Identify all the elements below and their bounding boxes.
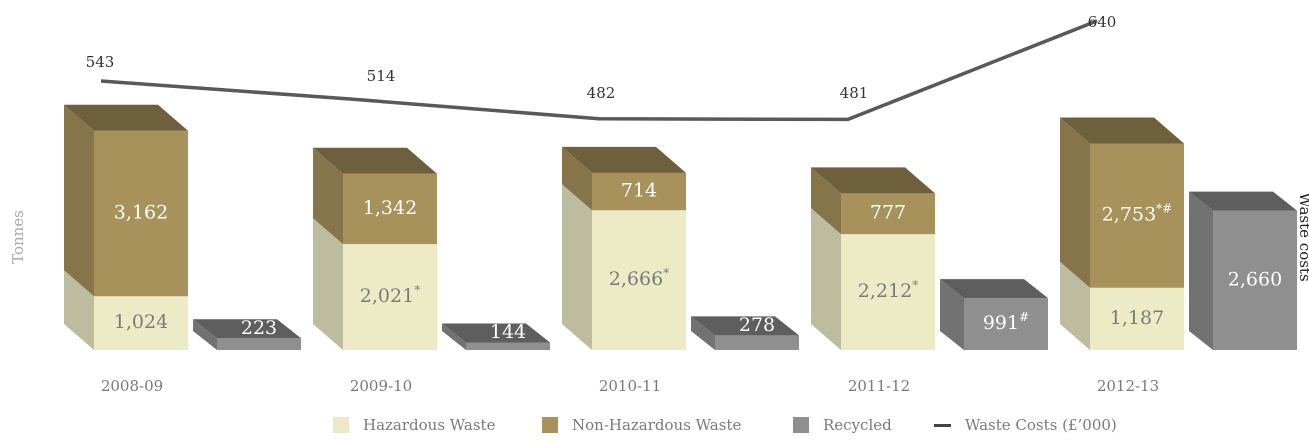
waste-cost-label: 543 (86, 53, 115, 71)
recycled-bar-front (217, 338, 301, 350)
non-hazardous-value-label: 2,753*# (1102, 201, 1172, 226)
recycled-bar-top (193, 319, 301, 339)
bar-group: 1,024 3,162 223 (64, 104, 301, 350)
waste-cost-line (100, 19, 1098, 122)
hazardous-bar-side (811, 208, 841, 350)
non-hazardous-bar-top (562, 146, 686, 173)
non-hazardous-value-label: 777 (870, 202, 906, 224)
hazardous-bar-front (94, 296, 188, 350)
recycled-bar-front (466, 342, 550, 350)
legend-label: Hazardous Waste (363, 416, 496, 434)
legend-label: Recycled (823, 416, 892, 434)
recycled-bar-front (715, 335, 799, 350)
hazardous-value-label: 1,187 (1110, 307, 1164, 329)
category-label: 2009-10 (350, 377, 412, 395)
hazardous-bar-side (313, 218, 343, 350)
bar-group: 2,021* 1,342 144 (313, 147, 550, 350)
legend-item-hazardous: Hazardous Waste (333, 416, 495, 434)
hazardous-bar-front (343, 244, 437, 350)
non-hazardous-swatch (542, 417, 558, 433)
recycled-value-label: 2,660 (1228, 268, 1282, 290)
hazardous-value-label: 1,024 (114, 311, 168, 333)
recycled-value-label: 223 (241, 317, 277, 339)
non-hazardous-bar-top (313, 147, 437, 174)
bar-group: 2,666* 714 278 (562, 146, 799, 350)
non-hazardous-bar-front (592, 172, 686, 211)
non-hazardous-bar-side (562, 146, 592, 211)
non-hazardous-bar-top (64, 104, 188, 131)
cost-line-layer: 543 514 482 481 640 (86, 13, 1117, 122)
non-hazardous-value-label: 1,342 (363, 197, 417, 219)
hazardous-bar-front (592, 210, 686, 350)
recycled-swatch (793, 417, 809, 433)
waste-cost-label: 514 (367, 67, 396, 85)
non-hazardous-bar-front (94, 130, 188, 297)
hazardous-swatch (333, 417, 349, 433)
legend-label: Non-Hazardous Waste (572, 416, 742, 434)
non-hazardous-value-label: 3,162 (114, 201, 168, 223)
legend-item-non-hazardous: Non-Hazardous Waste (542, 416, 741, 434)
hazardous-bar-side (1060, 261, 1090, 350)
category-label: 2010-11 (599, 377, 661, 395)
recycled-bar-front (964, 298, 1048, 350)
hazardous-bar-side (562, 184, 592, 350)
non-hazardous-bar-top (811, 167, 935, 194)
recycled-bar-side (940, 279, 964, 350)
non-hazardous-bar-side (811, 167, 841, 235)
non-hazardous-bar-front (343, 173, 437, 245)
hazardous-bar-front (1090, 287, 1184, 350)
recycled-bar-side (691, 316, 715, 350)
recycled-bar-top (691, 316, 799, 336)
recycled-bar-top (442, 323, 550, 343)
recycled-value-label: 991# (983, 310, 1029, 335)
hazardous-value-label: 2,666* (609, 266, 669, 291)
waste-cost-label: 481 (840, 84, 869, 102)
recycled-bar-side (1189, 191, 1213, 350)
hazardous-value-label: 2,212* (858, 278, 918, 303)
recycled-bar-side (442, 323, 466, 350)
hazardous-bar-side (64, 270, 94, 350)
waste-costs-swatch (934, 423, 951, 427)
category-label: 2011-12 (848, 377, 910, 395)
y-axis-label: Tonnes (9, 210, 27, 264)
recycled-value-label: 144 (490, 321, 526, 343)
waste-cost-label: 482 (587, 84, 616, 102)
non-hazardous-bar-side (1060, 117, 1090, 288)
hazardous-bar-front (841, 234, 935, 350)
recycled-bar-front (1213, 210, 1297, 350)
recycled-value-label: 278 (739, 314, 775, 336)
waste-cost-label: 640 (1088, 13, 1117, 31)
non-hazardous-value-label: 714 (621, 180, 657, 202)
secondary-axis-label: Waste costs (1296, 192, 1309, 281)
bar-group: 2,212* 777 991# (811, 167, 1048, 350)
category-labels: 2008-09 2009-10 2010-11 2011-12 2012-13 (101, 377, 1159, 395)
hazardous-value-label: 2,021* (360, 283, 420, 308)
recycled-bar-top (940, 279, 1048, 299)
non-hazardous-bar-front (841, 193, 935, 235)
category-label: 2012-13 (1097, 377, 1159, 395)
legend-label: Waste Costs (£’000) (965, 416, 1117, 434)
bar-group: 1,187 2,753*# 2,660 (1060, 117, 1297, 350)
legend: Hazardous Waste Non-Hazardous Waste Recy… (0, 416, 1309, 441)
non-hazardous-bar-front (1090, 143, 1184, 288)
non-hazardous-bar-side (313, 147, 343, 245)
bar-layer: 1,0243,1622232,021*1,3421442,666*7142782… (64, 104, 1297, 350)
non-hazardous-bar-side (64, 104, 94, 297)
non-hazardous-bar-top (1060, 117, 1184, 144)
category-label: 2008-09 (101, 377, 163, 395)
recycled-bar-side (193, 319, 217, 350)
legend-item-recycled: Recycled (793, 416, 892, 434)
recycled-bar-top (1189, 191, 1297, 211)
legend-item-waste-costs: Waste Costs (£’000) (934, 416, 1117, 434)
